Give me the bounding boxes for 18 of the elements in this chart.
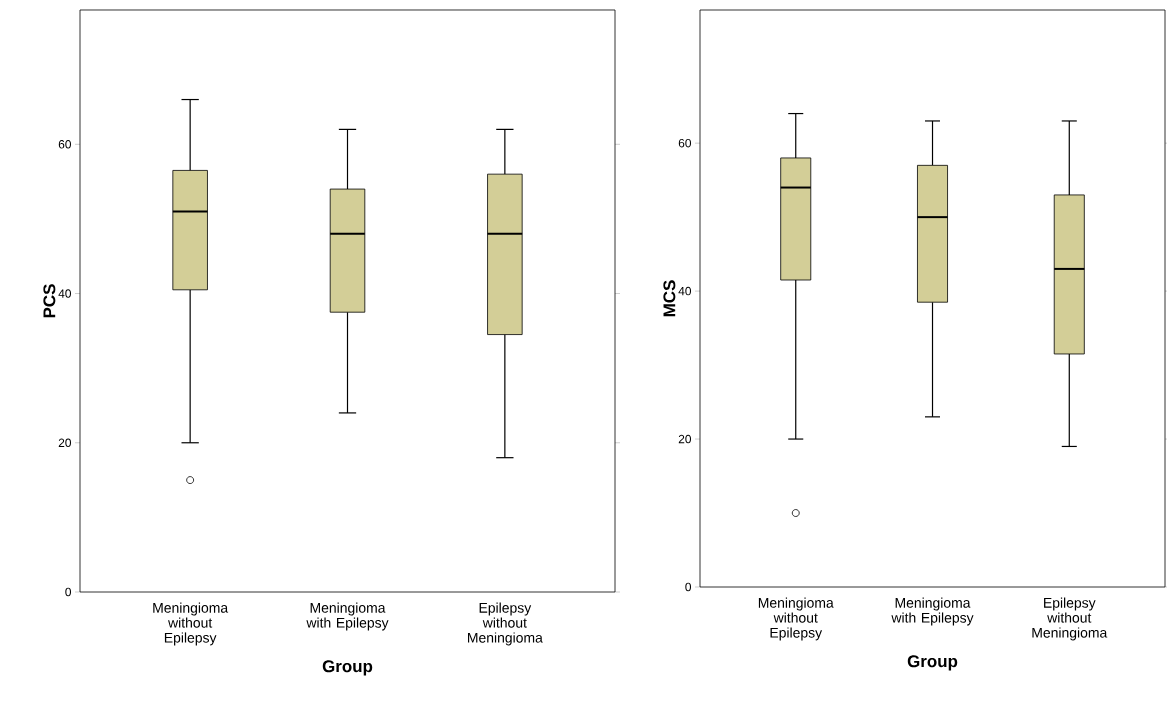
x-tick-label: Epilepsy without Meningioma bbox=[468, 602, 543, 646]
x-axis-title: Group bbox=[322, 660, 373, 676]
x-tick-label: Meningioma without Epilepsy bbox=[758, 597, 834, 641]
y-tick-label: 20 bbox=[678, 434, 692, 444]
y-tick-label: 40 bbox=[58, 289, 72, 298]
x-tick-label: Meningioma with Epilepsy bbox=[891, 597, 974, 626]
x-tick-label: Epilepsy without Meningioma bbox=[1032, 597, 1108, 641]
y-tick-label: 40 bbox=[678, 286, 692, 296]
y-axis-title: PCS bbox=[43, 284, 56, 318]
y-tick-label: 0 bbox=[685, 582, 692, 592]
x-tick-label: Meningioma without Epilepsy bbox=[153, 602, 229, 646]
y-tick-label: 60 bbox=[58, 140, 72, 149]
y-axis-title: MCS bbox=[663, 280, 676, 317]
y-tick-label: 0 bbox=[65, 587, 72, 597]
x-axis-title: Group bbox=[907, 655, 958, 671]
x-tick-label: Meningioma with Epilepsy bbox=[306, 602, 389, 631]
y-tick-label: 20 bbox=[58, 438, 72, 447]
y-tick-label: 60 bbox=[678, 138, 692, 148]
